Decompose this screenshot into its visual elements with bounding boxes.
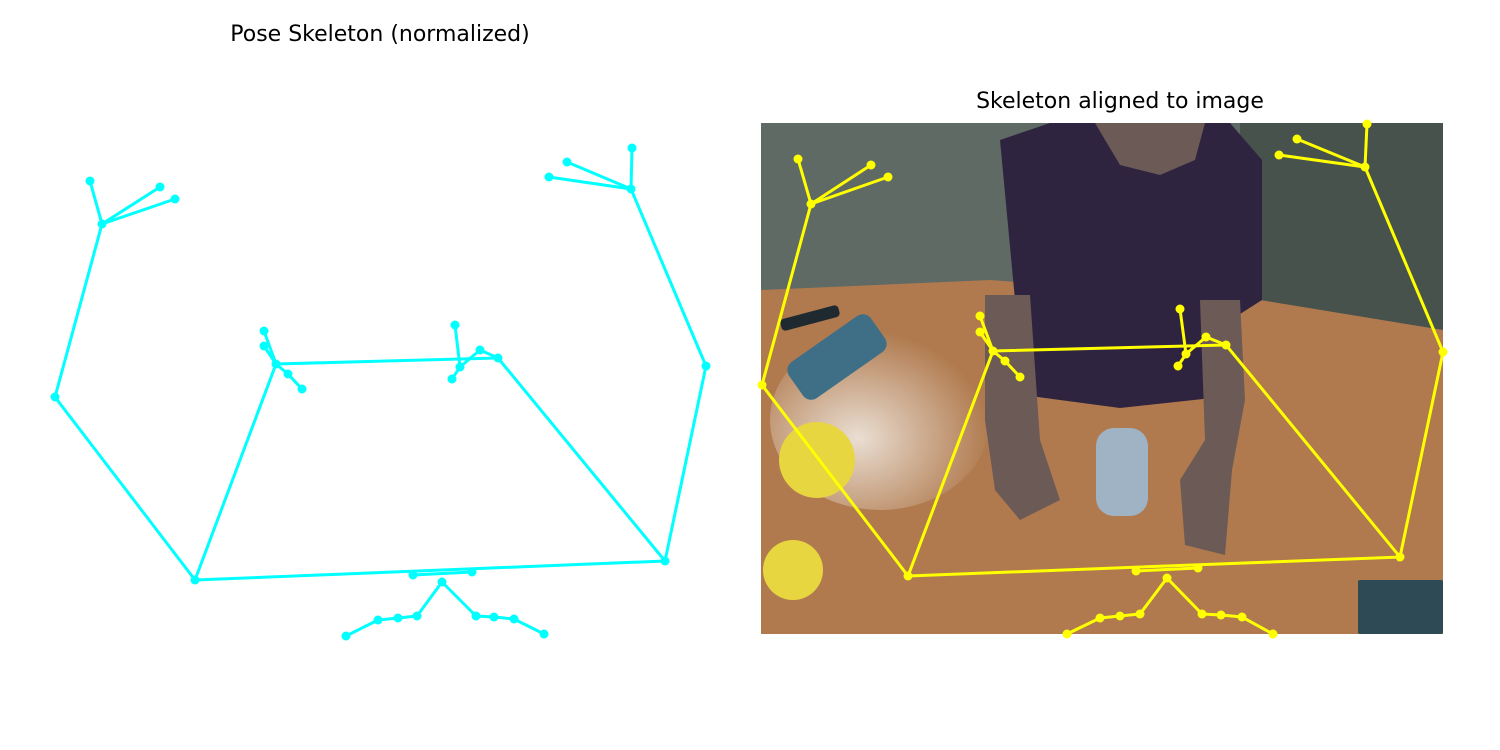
right-skeleton-joint (1237, 612, 1247, 622)
photo-book (1358, 580, 1443, 634)
left-skeleton-bone-6 (629, 146, 634, 191)
left-skeleton-joint (539, 629, 549, 639)
left-skeleton-bone-2 (88, 179, 104, 226)
left-skeleton-joint (341, 631, 351, 641)
photo-blue-case (787, 314, 887, 400)
photo-right-arm (1180, 300, 1245, 555)
right-skeleton-joint (793, 154, 803, 164)
right-skeleton-joint (757, 380, 767, 390)
left-skeleton-bone-4 (100, 197, 177, 226)
right-panel-title: Skeleton aligned to image (976, 89, 1264, 114)
left-skeleton-bone-5 (629, 187, 708, 563)
photo-black-pen (780, 305, 840, 331)
right-skeleton-joint (883, 172, 893, 182)
right-skeleton-joint (1173, 361, 1183, 371)
right-skeleton-joint (1438, 347, 1448, 357)
left-skeleton-joint (450, 320, 460, 330)
left-skeleton-bone-8 (547, 175, 633, 191)
left-skeleton-joint (170, 194, 180, 204)
right-skeleton-joint (1135, 609, 1145, 619)
right-skeleton-bone-15 (1134, 566, 1200, 573)
right-skeleton-joint (1062, 629, 1072, 639)
left-skeleton-bone-14 (453, 323, 462, 369)
left-skeleton-joint (562, 157, 572, 167)
left-skeleton-joint (393, 613, 403, 623)
photo-fruit-bottom (763, 540, 823, 600)
right-skeleton-bone-8 (1277, 153, 1367, 169)
left-skeleton-joint (283, 369, 293, 379)
right-skeleton-bone-2 (796, 157, 813, 206)
right-skeleton-joint (1095, 613, 1105, 623)
right-skeleton-bone-3 (809, 163, 873, 206)
right-skeleton-joint (1216, 610, 1226, 620)
right-skeleton-joint (1175, 304, 1185, 314)
right-skeleton-joint (975, 311, 985, 321)
left-skeleton-joint (471, 611, 481, 621)
left-skeleton-bone-1 (53, 222, 197, 582)
right-skeleton-joint (1193, 563, 1203, 573)
left-skeleton-bone-3 (100, 185, 162, 226)
left-skeleton-joint (412, 611, 422, 621)
left-skeleton-bone-9 (193, 356, 667, 582)
left-skeleton-joint (544, 172, 554, 182)
left-skeleton-joint (408, 570, 418, 580)
skeleton-normalized (50, 143, 711, 641)
left-skeleton-joint (509, 614, 519, 624)
right-skeleton-bone-14 (1178, 307, 1188, 356)
right-skeleton-bone-6 (1363, 122, 1369, 169)
right-skeleton-joint (1131, 566, 1141, 576)
right-skeleton-bone-0 (906, 555, 1402, 578)
left-skeleton-joint (467, 567, 477, 577)
photo-cup (1096, 428, 1148, 516)
photo-shirt (1000, 123, 1262, 408)
right-skeleton-bone-13 (1176, 335, 1228, 368)
photo-person-head (1095, 123, 1205, 175)
left-skeleton-joint (475, 345, 485, 355)
left-skeleton-joint (373, 615, 383, 625)
left-skeleton-joint (627, 143, 637, 153)
right-skeleton-joint (1268, 629, 1278, 639)
left-skeleton-bone-13 (450, 348, 500, 381)
right-skeleton-bone-4 (809, 175, 890, 206)
right-skeleton-joint (1115, 611, 1125, 621)
left-skeleton-joint (155, 182, 165, 192)
left-skeleton-bone-7 (565, 160, 633, 191)
left-skeleton-joint (259, 326, 269, 336)
right-skeleton-joint (1201, 332, 1211, 342)
photo-fruit-top (779, 422, 855, 498)
right-skeleton-joint (1197, 609, 1207, 619)
left-skeleton-bone-15 (411, 570, 474, 577)
left-skeleton-bone-16 (344, 580, 444, 638)
right-skeleton-joint (1362, 119, 1372, 129)
right-skeleton-joint (1292, 134, 1302, 144)
right-skeleton-joint (975, 327, 985, 337)
right-skeleton-joint (1000, 356, 1010, 366)
left-skeleton-joint (259, 341, 269, 351)
left-skeleton-joint (489, 612, 499, 622)
left-skeleton-joint (447, 374, 457, 384)
right-skeleton-joint (1015, 372, 1025, 382)
left-skeleton-bone-0 (193, 559, 667, 582)
skeleton-aligned (757, 119, 1448, 639)
right-skeleton-joint (866, 160, 876, 170)
right-skeleton-joint (1274, 150, 1284, 160)
left-skeleton-bone-17 (440, 580, 546, 636)
left-skeleton-joint (85, 176, 95, 186)
right-skeleton-bone-10 (978, 314, 995, 353)
left-panel-title: Pose Skeleton (normalized) (230, 22, 530, 47)
right-skeleton-bone-7 (1295, 137, 1367, 169)
right-skeleton-bone-9 (906, 343, 1402, 578)
photo-background (761, 123, 1443, 634)
left-skeleton-joint (701, 361, 711, 371)
left-skeleton-joint (50, 392, 60, 402)
left-skeleton-joint (297, 384, 307, 394)
